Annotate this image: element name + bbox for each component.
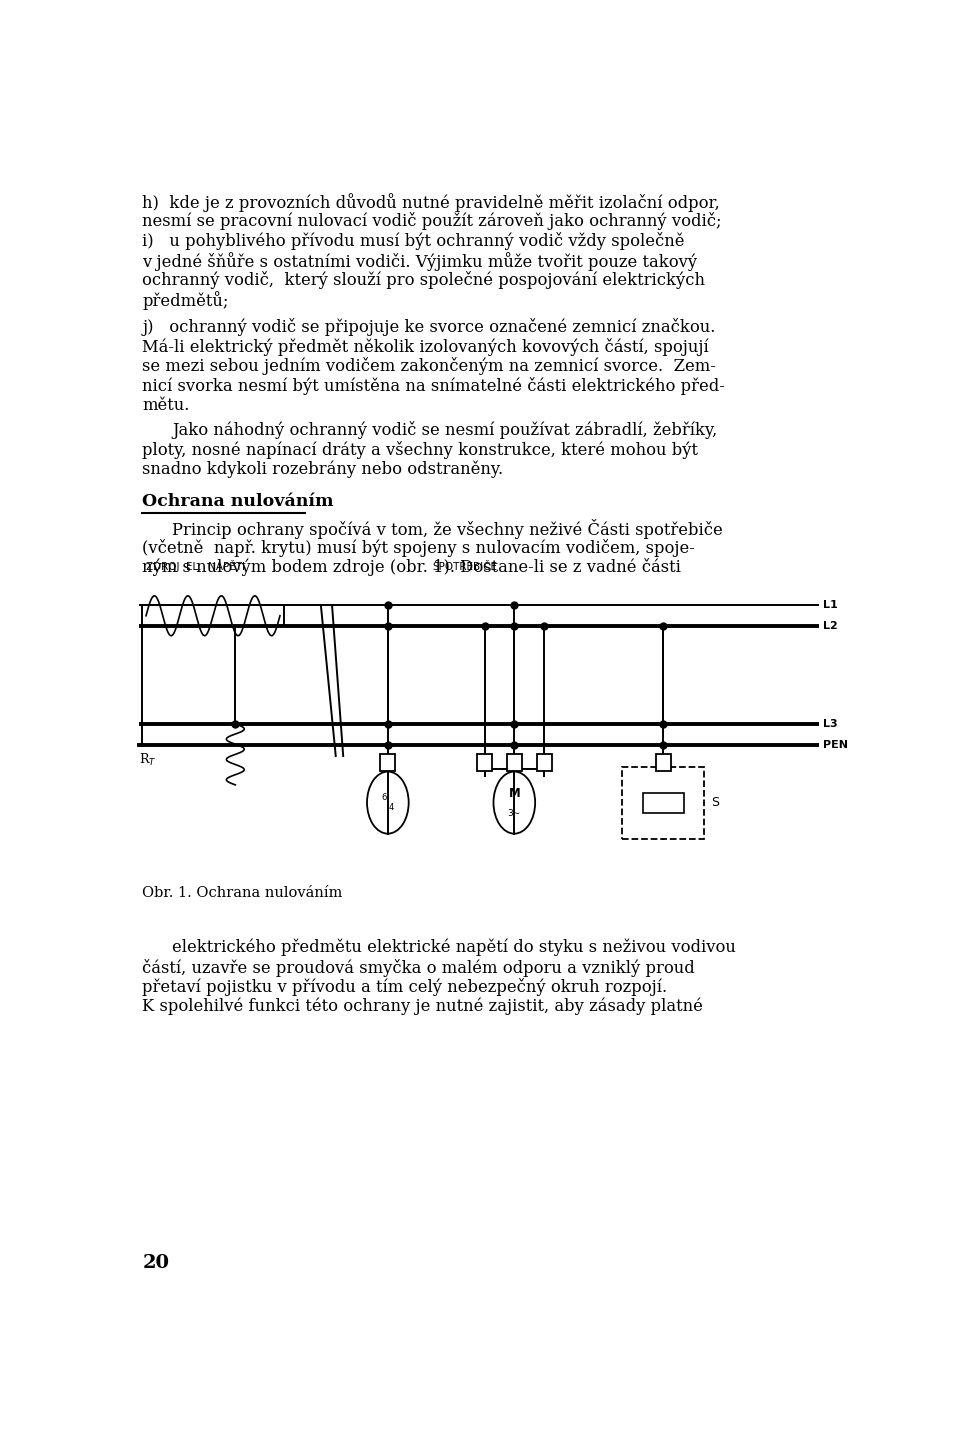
Bar bbox=[507, 755, 522, 770]
Text: Princip ochrany spočívá v tom, že všechny neživé Části spotřebiče: Princip ochrany spočívá v tom, že všechn… bbox=[172, 520, 723, 539]
Text: v jedné šňůře s ostatními vodiči. Výjimku může tvořit pouze takový: v jedné šňůře s ostatními vodiči. Výjimk… bbox=[142, 252, 698, 271]
Text: SPOTŘEBIČE: SPOTŘEBIČE bbox=[432, 562, 497, 572]
Text: PEN: PEN bbox=[823, 740, 848, 750]
Text: M: M bbox=[509, 788, 520, 801]
Text: S: S bbox=[711, 796, 719, 809]
Text: Ochrana nulováním: Ochrana nulováním bbox=[142, 494, 334, 510]
Text: ZDROJ  EL.  NAPĚTI: ZDROJ EL. NAPĚTI bbox=[146, 560, 245, 572]
Text: se mezi sebou jedním vodičem zakončeným na zemnicí svorce.  Zem-: se mezi sebou jedním vodičem zakončeným … bbox=[142, 357, 716, 376]
Text: ochranný vodič,  který slouží pro společné pospojování elektrických: ochranný vodič, který slouží pro společn… bbox=[142, 271, 706, 289]
Text: ným s nulovým bodem zdroje (obr. 1). Dostane-li se z vadné části: ným s nulovým bodem zdroje (obr. 1). Dos… bbox=[142, 559, 682, 576]
Text: h)  kde je z provozních důvodů nutné pravidelně měřit izolační odpor,: h) kde je z provozních důvodů nutné prav… bbox=[142, 193, 720, 212]
Text: Má-li elektrický předmět několik izolovaných kovových částí, spojují: Má-li elektrický předmět několik izolova… bbox=[142, 337, 709, 356]
Text: snadno kdykoli rozebrány nebo odstraněny.: snadno kdykoli rozebrány nebo odstraněny… bbox=[142, 461, 503, 478]
Text: 20: 20 bbox=[142, 1254, 169, 1272]
Text: L2: L2 bbox=[823, 621, 838, 631]
Text: K spolehilvé funkci této ochrany je nutné zajistit, aby zásady platné: K spolehilvé funkci této ochrany je nutn… bbox=[142, 998, 703, 1015]
Bar bbox=[477, 755, 492, 770]
Text: nesmí se pracovní nulovací vodič použít zároveň jako ochranný vodič;: nesmí se pracovní nulovací vodič použít … bbox=[142, 212, 722, 230]
Text: 3∼: 3∼ bbox=[508, 809, 521, 818]
Text: přetaví pojistku v přívodu a tím celý nebezpečný okruh rozpojí.: přetaví pojistku v přívodu a tím celý ne… bbox=[142, 978, 667, 996]
Text: 4: 4 bbox=[389, 802, 395, 812]
Text: Jako náhodný ochranný vodič se nesmí používat zábradlí, žebříky,: Jako náhodný ochranný vodič se nesmí pou… bbox=[172, 420, 717, 439]
Text: R$_T$: R$_T$ bbox=[138, 752, 156, 768]
Text: předmětů;: předmětů; bbox=[142, 291, 228, 310]
Bar bbox=[537, 755, 552, 770]
Bar bbox=[380, 755, 396, 770]
Bar bbox=[642, 792, 684, 812]
FancyBboxPatch shape bbox=[622, 766, 704, 838]
Text: mětu.: mětu. bbox=[142, 396, 190, 413]
Text: nicí svorka nesmí být umístěna na snímatelné části elektrického před-: nicí svorka nesmí být umístěna na snímat… bbox=[142, 377, 725, 395]
Text: i)   u pohyblivého přívodu musí být ochranný vodič vždy společně: i) u pohyblivého přívodu musí být ochran… bbox=[142, 232, 684, 251]
Text: 6: 6 bbox=[381, 792, 387, 802]
Text: L3: L3 bbox=[823, 719, 838, 729]
Text: (včetně  např. krytu) musí být spojeny s nulovacím vodičem, spoje-: (včetně např. krytu) musí být spojeny s … bbox=[142, 539, 695, 557]
Text: ploty, nosné napínací dráty a všechny konstrukce, které mohou být: ploty, nosné napínací dráty a všechny ko… bbox=[142, 441, 698, 459]
Text: částí, uzavře se proudová smyčka o malém odporu a vzniklý proud: částí, uzavře se proudová smyčka o malém… bbox=[142, 959, 695, 976]
Text: elektrického předmětu elektrické napětí do styku s neživou vodivou: elektrického předmětu elektrické napětí … bbox=[172, 939, 736, 956]
Bar bbox=[656, 755, 670, 770]
Text: L1: L1 bbox=[823, 600, 838, 611]
Text: Obr. 1. Ochrana nulováním: Obr. 1. Ochrana nulováním bbox=[142, 886, 343, 900]
Text: j)   ochranný vodič se připojuje ke svorce označené zemnicí značkou.: j) ochranný vodič se připojuje ke svorce… bbox=[142, 318, 716, 336]
Text: ,: , bbox=[387, 796, 389, 806]
